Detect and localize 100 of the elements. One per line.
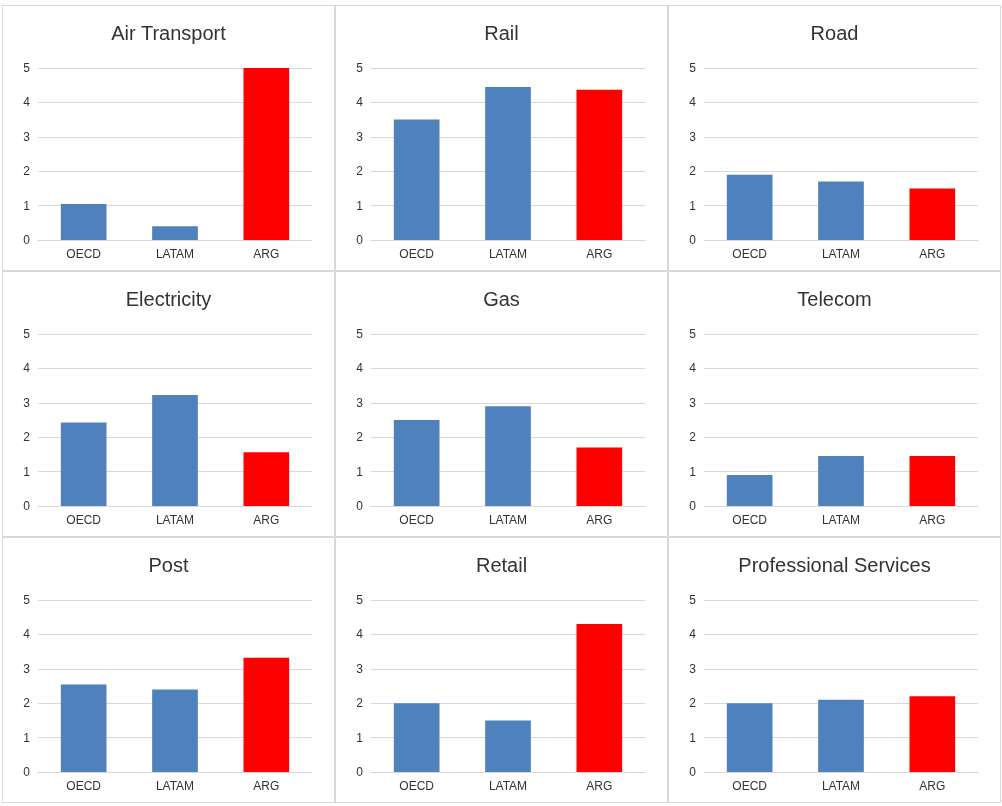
x-tick-label: OECD — [66, 779, 102, 793]
bar — [60, 422, 107, 506]
y-tick-label: 1 — [689, 464, 697, 479]
y-tick-label: 4 — [689, 627, 697, 642]
y-tick-label: 3 — [689, 129, 697, 144]
bar — [152, 226, 198, 240]
x-tick-label: ARG — [919, 247, 946, 261]
y-tick-label: 2 — [689, 430, 697, 445]
bar — [393, 703, 440, 772]
y-tick-label: 4 — [689, 361, 697, 376]
x-tick-label: ARG — [586, 779, 613, 793]
chart-title: Rail — [484, 22, 519, 44]
y-tick-label: 2 — [689, 164, 697, 179]
y-tick-label: 3 — [356, 395, 364, 410]
y-tick-label: 2 — [356, 430, 364, 445]
y-tick-label: 2 — [23, 696, 31, 711]
chart-title: Road — [810, 22, 859, 44]
y-tick-label: 5 — [689, 327, 697, 341]
x-tick-label: LATAM — [488, 247, 528, 261]
y-tick-label: 5 — [356, 593, 364, 607]
x-tick-label: LATAM — [821, 779, 861, 793]
y-tick-label: 4 — [23, 627, 31, 642]
y-tick-label: 0 — [23, 233, 31, 247]
bar — [909, 188, 956, 240]
chart-title: Retail — [475, 554, 528, 576]
x-tick-label: ARG — [253, 779, 280, 793]
y-tick-label: 3 — [689, 395, 697, 410]
y-tick-label: 5 — [23, 61, 31, 75]
y-tick-label: 3 — [689, 661, 697, 676]
bar — [818, 699, 864, 772]
x-tick-label: ARG — [586, 513, 613, 527]
y-tick-label: 0 — [23, 499, 31, 513]
x-tick-label: OECD — [399, 779, 435, 793]
y-tick-label: 4 — [689, 95, 697, 110]
y-tick-label: 1 — [689, 730, 697, 745]
y-tick-label: 5 — [689, 593, 697, 607]
y-tick-label: 4 — [23, 95, 31, 110]
x-tick-label: ARG — [919, 779, 946, 793]
bar — [243, 657, 290, 772]
x-tick-label: OECD — [399, 513, 435, 527]
x-tick-label: OECD — [732, 247, 768, 261]
y-tick-label: 0 — [23, 765, 31, 779]
x-tick-label: ARG — [253, 513, 280, 527]
y-tick-label: 1 — [356, 730, 364, 745]
y-tick-label: 1 — [356, 198, 364, 213]
y-tick-label: 1 — [23, 198, 31, 213]
chart-title: Telecom — [797, 288, 872, 310]
bar — [818, 181, 864, 240]
y-tick-label: 2 — [356, 164, 364, 179]
y-tick-label: 1 — [23, 464, 31, 479]
chart-title: Post — [148, 554, 189, 576]
y-tick-label: 5 — [689, 61, 697, 75]
bar — [393, 119, 440, 240]
y-tick-label: 0 — [356, 233, 364, 247]
x-tick-label: LATAM — [488, 779, 528, 793]
y-tick-label: 4 — [356, 627, 364, 642]
y-tick-label: 2 — [356, 696, 364, 711]
bar — [485, 406, 531, 506]
bar — [576, 624, 623, 772]
x-tick-label: LATAM — [488, 513, 528, 527]
x-tick-label: OECD — [399, 247, 435, 261]
chart-title: Gas — [483, 288, 520, 310]
bar — [576, 89, 623, 240]
y-tick-label: 1 — [689, 198, 697, 213]
x-tick-label: ARG — [586, 247, 613, 261]
bar — [393, 420, 440, 506]
bar — [243, 68, 290, 240]
x-tick-label: ARG — [919, 513, 946, 527]
bar — [152, 394, 198, 506]
y-tick-label: 3 — [356, 661, 364, 676]
y-tick-label: 0 — [356, 765, 364, 779]
y-tick-label: 0 — [689, 765, 697, 779]
x-tick-label: OECD — [732, 513, 768, 527]
bar — [485, 720, 531, 772]
x-tick-label: LATAM — [821, 247, 861, 261]
x-tick-label: OECD — [66, 247, 102, 261]
x-tick-label: LATAM — [155, 247, 195, 261]
x-tick-label: OECD — [66, 513, 102, 527]
chart-title: Electricity — [125, 288, 212, 310]
bar — [243, 452, 290, 506]
bar — [152, 689, 198, 772]
x-tick-label: OECD — [732, 779, 768, 793]
y-tick-label: 3 — [356, 129, 364, 144]
bar — [726, 174, 773, 240]
y-tick-label: 5 — [356, 61, 364, 75]
y-tick-label: 0 — [356, 499, 364, 513]
y-tick-label: 1 — [23, 730, 31, 745]
x-tick-label: LATAM — [821, 513, 861, 527]
chart-title: Professional Services — [738, 554, 931, 576]
x-tick-label: LATAM — [155, 513, 195, 527]
bar — [60, 684, 107, 772]
y-tick-label: 3 — [23, 129, 31, 144]
y-tick-label: 1 — [356, 464, 364, 479]
y-tick-label: 0 — [689, 499, 697, 513]
x-tick-label: ARG — [253, 247, 280, 261]
y-tick-label: 4 — [23, 361, 31, 376]
y-tick-label: 5 — [23, 327, 31, 341]
y-tick-label: 0 — [689, 233, 697, 247]
bar — [726, 703, 773, 772]
bar — [485, 86, 531, 240]
